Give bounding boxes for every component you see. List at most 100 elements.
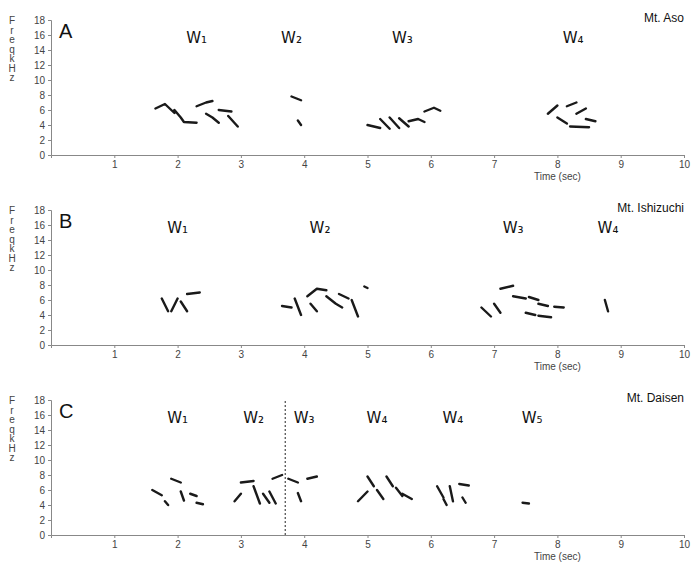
x-tick-mark (368, 345, 369, 348)
x-tick-label: 9 (618, 349, 624, 360)
y-axis-line (48, 401, 52, 536)
x-tick: 4 (302, 155, 308, 170)
y-axis-line (48, 211, 52, 346)
x-tick: 7 (492, 345, 498, 360)
x-tick-label: 2 (175, 539, 181, 550)
y-tick-label: 0 (39, 530, 45, 541)
x-tick: 3 (239, 535, 245, 550)
x-tick-mark (557, 535, 558, 538)
y-tick-mark (48, 110, 51, 111)
x-tick-label: 2 (175, 349, 181, 360)
panel: 12345678910024681012141618W₁W₂W₃W₄W₄W₅CM… (8, 391, 690, 562)
y-tick-mark (48, 270, 51, 271)
x-tick-label: 6 (429, 159, 435, 170)
syllable-label: W₁ (186, 29, 207, 47)
y-tick-mark (48, 240, 51, 241)
y-axis-title: z (10, 262, 15, 273)
x-tick: 9 (618, 345, 624, 360)
y-tick: 8 (39, 90, 51, 101)
x-tick-label: 4 (302, 539, 308, 550)
y-tick-mark (48, 65, 51, 66)
y-tick: 0 (39, 150, 51, 161)
x-tick-mark (178, 535, 179, 538)
x-axis-title: Time (sec) (534, 551, 581, 562)
x-tick: 3 (239, 345, 245, 360)
x-tick-mark (621, 345, 622, 348)
y-tick: 14 (34, 425, 51, 436)
x-tick: 2 (175, 535, 181, 550)
x-tick-label: 8 (555, 159, 561, 170)
plot-area (162, 286, 608, 318)
x-tick: 6 (429, 345, 435, 360)
x-tick-mark (304, 535, 305, 538)
x-tick-mark (241, 345, 242, 348)
x-tick-mark (114, 535, 115, 538)
y-tick-mark (48, 535, 51, 536)
y-tick-mark (48, 445, 51, 446)
y-tick-label: 12 (34, 440, 46, 451)
x-tick-mark (368, 155, 369, 158)
y-tick-label: 10 (34, 265, 46, 276)
x-tick: 8 (555, 535, 561, 550)
y-tick-label: 16 (34, 410, 46, 421)
panel-title: Mt. Ishizuchi (617, 201, 684, 215)
x-tick-label: 4 (302, 349, 308, 360)
y-tick: 6 (39, 105, 51, 116)
y-tick: 2 (39, 515, 51, 526)
x-tick: 4 (302, 535, 308, 550)
y-tick: 2 (39, 135, 51, 146)
x-tick-label: 1 (112, 159, 118, 170)
y-tick-mark (48, 300, 51, 301)
y-tick-mark (48, 20, 51, 21)
x-tick-label: 2 (175, 159, 181, 170)
x-tick: 5 (365, 345, 371, 360)
x-tick-label: 10 (679, 539, 691, 550)
y-tick-mark (48, 155, 51, 156)
panel: 12345678910024681012141618W₁W₂W₃W₄BMt. I… (8, 201, 690, 372)
x-tick-mark (494, 155, 495, 158)
syllable-label: W₃ (503, 219, 524, 237)
x-tick: 6 (429, 535, 435, 550)
x-tick-mark (304, 155, 305, 158)
plot-area (155, 97, 595, 129)
x-tick-mark (431, 535, 432, 538)
x-tick-label: 3 (239, 349, 245, 360)
y-tick-mark (48, 80, 51, 81)
x-tick: 1 (112, 155, 118, 170)
x-tick-mark (431, 155, 432, 158)
x-axis-title: Time (sec) (534, 171, 581, 182)
y-tick: 8 (39, 470, 51, 481)
x-tick-mark (621, 535, 622, 538)
x-tick-label: 4 (302, 159, 308, 170)
syllable-label: W₂ (281, 29, 302, 47)
x-tick-label: 7 (492, 159, 498, 170)
y-tick-label: 16 (34, 220, 46, 231)
y-tick-mark (48, 35, 51, 36)
y-tick-mark (48, 255, 51, 256)
y-tick-label: 0 (39, 340, 45, 351)
x-tick-label: 8 (555, 539, 561, 550)
y-tick: 10 (34, 265, 51, 276)
y-tick-mark (48, 330, 51, 331)
y-tick: 14 (34, 235, 51, 246)
y-tick-mark (48, 95, 51, 96)
x-tick-mark (494, 345, 495, 348)
x-tick: 8 (555, 155, 561, 170)
y-tick: 0 (39, 340, 51, 351)
y-tick-label: 18 (34, 395, 46, 406)
x-tick: 10 (679, 535, 691, 550)
y-tick-mark (48, 475, 51, 476)
x-axis: 12345678910 (52, 155, 691, 170)
syllable-label: W₄ (443, 409, 464, 427)
syllable-label: W₃ (392, 29, 413, 47)
y-tick-mark (48, 505, 51, 506)
y-axis-line (48, 21, 52, 156)
syllable-label: W₅ (522, 409, 543, 427)
y-tick: 16 (34, 220, 51, 231)
x-tick-label: 1 (112, 349, 118, 360)
x-axis-title: Time (sec) (534, 361, 581, 372)
y-tick-label: 18 (34, 15, 46, 26)
y-tick-label: 12 (34, 60, 46, 71)
x-tick-mark (304, 345, 305, 348)
x-tick-mark (368, 535, 369, 538)
